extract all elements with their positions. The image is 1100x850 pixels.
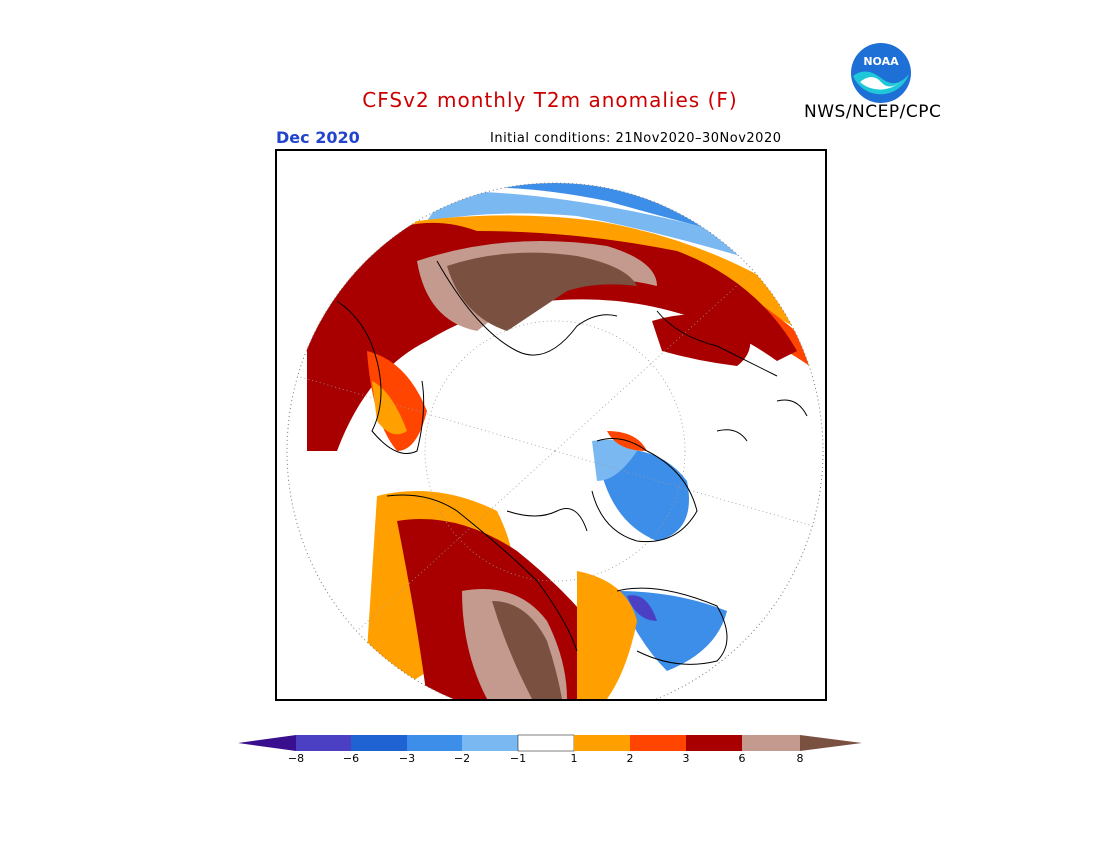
pole-latitude-circle <box>424 320 686 582</box>
colorbar <box>238 733 862 753</box>
anomaly-warm-europe <box>652 314 751 366</box>
anomaly-warm-asia-south <box>577 571 637 699</box>
anomaly-warm-greenland <box>367 351 427 451</box>
anomaly-warm-canada-brown <box>492 601 562 699</box>
colorbar-bin <box>630 735 686 751</box>
colorbar-bin <box>462 735 518 751</box>
coastlines <box>336 260 808 665</box>
colorbar-bin <box>351 735 407 751</box>
colorbar-label: −3 <box>398 752 416 765</box>
colorbar-bin <box>517 734 575 752</box>
colorbar-label: −6 <box>342 752 360 765</box>
anomaly-warm-brown-siberia <box>447 252 637 331</box>
colorbar-label: −1 <box>509 752 527 765</box>
forecast-month: Dec 2020 <box>276 128 360 147</box>
anomaly-cold-asia <box>597 449 689 541</box>
initial-conditions: Initial conditions: 21Nov2020–30Nov2020 <box>490 131 782 146</box>
colorbar-bin <box>574 735 630 751</box>
agency-label: NWS/NCEP/CPC <box>804 102 942 122</box>
colorbar-bin <box>407 735 462 751</box>
colorbar-bin <box>742 735 800 751</box>
anomaly-cold-asia-light <box>592 439 637 481</box>
colorbar-label: 1 <box>570 752 578 765</box>
polar-map <box>286 182 824 699</box>
anomaly-cold-top <box>427 183 757 241</box>
colorbar-arrow-right <box>800 735 862 751</box>
colorbar-arrow-left <box>238 735 296 751</box>
colorbar-bin <box>296 735 351 751</box>
anomaly-cold-east-deep <box>627 595 657 621</box>
outer-latitude-circle <box>286 182 824 699</box>
meridians <box>296 270 814 632</box>
anomaly-cool-band <box>427 191 757 261</box>
logo-text: NOAA <box>863 55 899 68</box>
colorbar-label: −2 <box>453 752 471 765</box>
colorbar-label: 6 <box>738 752 746 765</box>
colorbar-label: −8 <box>287 752 305 765</box>
colorbar-label: 8 <box>796 752 804 765</box>
colorbar-label: 3 <box>682 752 690 765</box>
colorbar-bin <box>686 735 742 751</box>
colorbar-label: 2 <box>626 752 634 765</box>
chart-title: CFSv2 monthly T2m anomalies (F) <box>362 88 738 112</box>
map-frame <box>275 149 827 701</box>
noaa-logo: NOAA <box>850 42 912 104</box>
